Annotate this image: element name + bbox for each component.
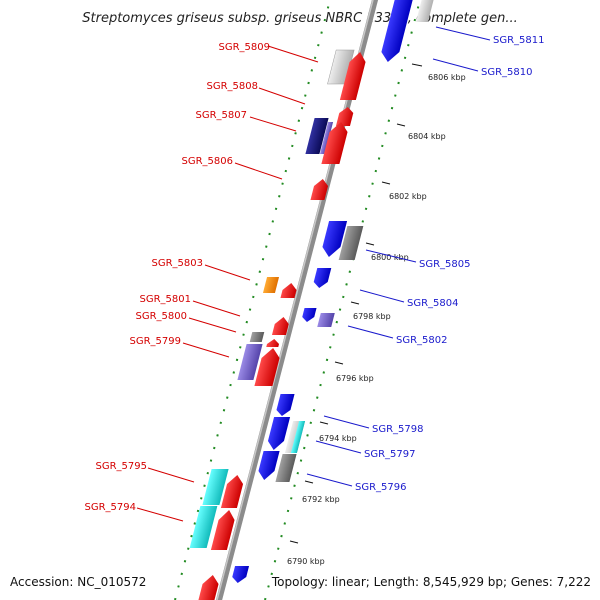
gene-label-left[interactable]: SGR_5808 <box>207 81 259 92</box>
gene-sgr-5795[interactable] <box>202 469 229 505</box>
gene-sgr-5803[interactable] <box>262 277 280 293</box>
gene-label-right[interactable]: SGR_5805 <box>419 259 471 270</box>
accession-text: Accession: NC_010572 <box>10 575 146 589</box>
gene-label-left[interactable]: SGR_5800 <box>136 311 188 322</box>
gene-label-left[interactable]: SGR_5806 <box>182 156 234 167</box>
gene-sgr-5807-purple[interactable] <box>319 122 334 154</box>
gene-label-right[interactable]: SGR_5804 <box>407 298 459 309</box>
tick-label: 6798 kbp <box>353 312 391 321</box>
gene-label-right[interactable]: SGR_5798 <box>372 424 424 435</box>
gene-sgr-5804[interactable] <box>312 268 332 288</box>
gene-sgr-5803-red[interactable] <box>280 283 298 298</box>
gene-sgr-5809-red[interactable] <box>339 52 368 100</box>
gene-label-right[interactable]: SGR_5810 <box>481 67 533 78</box>
gene-sgr-5795-red[interactable] <box>220 475 245 508</box>
gene-sgr-5802-blue[interactable] <box>301 308 317 322</box>
gene-sgr-5805[interactable] <box>338 226 364 260</box>
left-labels: SGR_5809 SGR_5808 SGR_5807 SGR_5806 SGR_… <box>85 42 319 522</box>
tick-label: 6804 kbp <box>408 132 446 141</box>
gene-label-right[interactable]: SGR_5797 <box>364 449 416 460</box>
gene-sgr-5800-red[interactable] <box>266 339 280 347</box>
gene-sgr-5796-blue[interactable] <box>256 451 280 480</box>
gene-bottom-blue[interactable] <box>231 566 250 583</box>
gene-sgr-5807[interactable] <box>305 118 329 154</box>
gene-sgr-5799-red[interactable] <box>254 348 282 386</box>
gene-sgr-5799[interactable] <box>237 344 263 380</box>
gene-sgr-5808[interactable] <box>335 107 355 126</box>
map-title: Streptomyces griseus subsp. griseus NBRC… <box>82 11 517 26</box>
gene-sgr-5797[interactable] <box>284 421 306 453</box>
gene-sgr-5811-gray[interactable] <box>415 0 434 22</box>
gene-bottom-red[interactable] <box>197 575 220 600</box>
gene-sgr-5801[interactable] <box>271 317 291 335</box>
gene-label-right[interactable]: SGR_5796 <box>355 482 407 493</box>
gene-sgr-5811[interactable] <box>379 0 413 62</box>
gene-label-left[interactable]: SGR_5794 <box>85 502 137 513</box>
gene-sgr-5794-red[interactable] <box>210 510 237 550</box>
gene-sgr-5798[interactable] <box>275 394 295 416</box>
gene-label-left[interactable]: SGR_5803 <box>152 258 204 269</box>
scale-ticks: 6806 kbp 6804 kbp 6802 kbp 6800 kbp 6798… <box>287 63 466 566</box>
gene-sgr-5807-red[interactable] <box>321 122 350 164</box>
tick-label: 6792 kbp <box>302 495 340 504</box>
right-labels: SGR_5811 SGR_5810 SGR_5805 SGR_5804 SGR_… <box>306 26 545 493</box>
gene-sgr-5794[interactable] <box>189 506 218 548</box>
gene-sgr-5800[interactable] <box>249 332 265 342</box>
gene-label-right[interactable]: SGR_5802 <box>396 335 448 346</box>
tick-label: 6796 kbp <box>336 374 374 383</box>
gene-sgr-5802[interactable] <box>317 313 335 327</box>
gene-sgr-5797-blue[interactable] <box>266 417 291 450</box>
gene-label-left[interactable]: SGR_5801 <box>140 294 192 305</box>
gene-label-left[interactable]: SGR_5795 <box>96 461 148 472</box>
tick-label: 6806 kbp <box>428 73 466 82</box>
topology-text: Topology: linear; Length: 8,545,929 bp; … <box>271 575 591 589</box>
tick-label: 6802 kbp <box>389 192 427 201</box>
gene-label-left[interactable]: SGR_5807 <box>196 110 248 121</box>
tick-label: 6794 kbp <box>319 434 357 443</box>
gene-label-left[interactable]: SGR_5799 <box>130 336 182 347</box>
gene-label-right[interactable]: SGR_5811 <box>493 35 545 46</box>
tick-label: 6790 kbp <box>287 557 325 566</box>
gene-sgr-5806[interactable] <box>310 179 329 200</box>
gene-label-left[interactable]: SGR_5809 <box>219 42 271 53</box>
tick-label: 6800 kbp <box>371 253 409 262</box>
gene-sgr-5796[interactable] <box>275 454 297 482</box>
gene-sgr-5805-blue[interactable] <box>320 221 348 257</box>
